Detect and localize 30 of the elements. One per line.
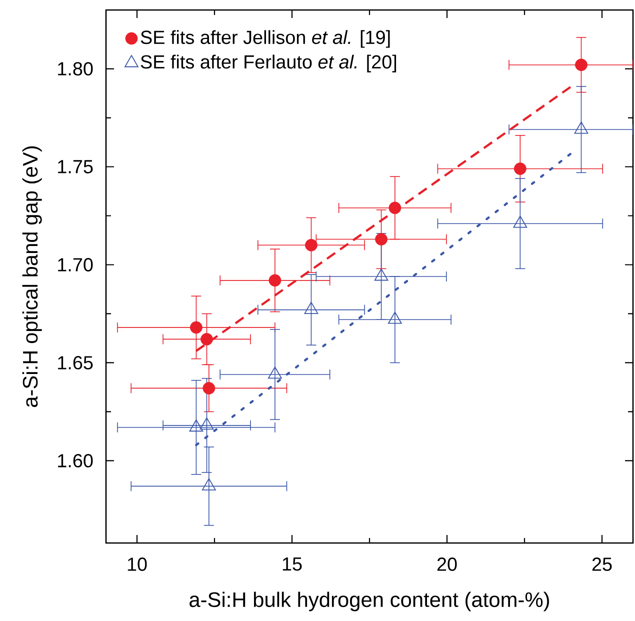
legend-label: SE fits after Jellison et al. [19] <box>140 30 390 48</box>
x-tick-label: 10 <box>128 558 147 571</box>
legend-label: SE fits after Ferlauto et al. [20] <box>140 54 396 72</box>
point <box>304 302 318 314</box>
point <box>375 233 388 246</box>
y-tick-label: 1.80 <box>58 62 93 76</box>
y-tick-label: 1.70 <box>58 258 93 272</box>
point <box>305 238 318 252</box>
point <box>513 216 528 228</box>
point <box>514 162 526 175</box>
point <box>388 312 402 324</box>
point <box>190 321 202 334</box>
x-tick-label: 20 <box>437 558 457 571</box>
point <box>200 333 213 346</box>
point <box>200 417 214 430</box>
y-tick-label: 1.65 <box>58 356 93 370</box>
x-tick-label: 25 <box>592 558 612 571</box>
y-tick-label: 1.60 <box>58 454 93 468</box>
point <box>202 382 216 394</box>
point <box>189 419 204 432</box>
point <box>268 366 282 379</box>
point <box>374 268 388 281</box>
y-tick-label: 1.75 <box>58 160 93 174</box>
point <box>268 274 282 287</box>
point <box>388 202 402 214</box>
point <box>575 58 588 72</box>
x-axis-title: a-Si:H bulk hydrogen content (atom-%) <box>190 592 549 612</box>
x-tick-label: 15 <box>282 558 302 571</box>
y-axis-title: a-Si:H optical band gap (eV) <box>22 146 42 408</box>
point <box>202 478 216 490</box>
